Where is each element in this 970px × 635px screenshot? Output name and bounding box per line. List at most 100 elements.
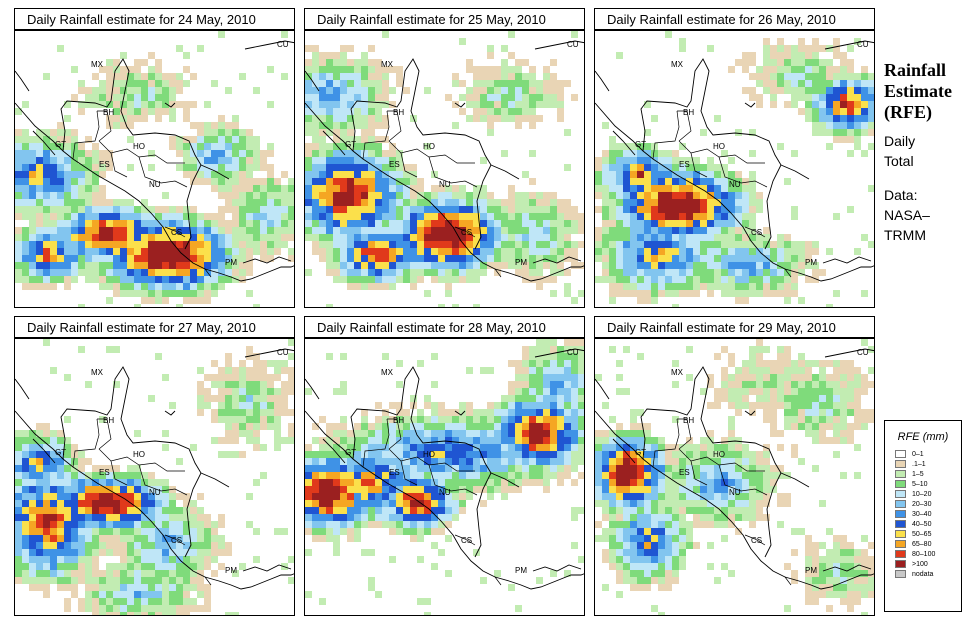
rain-cell [452, 199, 459, 206]
rain-cell [389, 269, 396, 276]
rain-cell [162, 80, 169, 87]
rain-cell [840, 360, 847, 367]
rain-cell [819, 402, 826, 409]
rain-cell [113, 584, 120, 591]
rain-cell [326, 192, 333, 199]
country-label-es: ES [99, 160, 110, 169]
rain-cell [403, 220, 410, 227]
rain-cell [431, 255, 438, 262]
rain-cell [623, 521, 630, 528]
rain-cell [679, 178, 686, 185]
rain-cell [211, 171, 218, 178]
rain-cell [508, 262, 515, 269]
rain-cell [854, 80, 861, 87]
rain-cell [686, 500, 693, 507]
rain-cell [826, 360, 833, 367]
rain-cell [176, 234, 183, 241]
rain-cell [550, 367, 557, 374]
rain-cell [777, 402, 784, 409]
rain-cell [571, 353, 578, 360]
rain-cell [99, 479, 106, 486]
rain-cell [148, 66, 155, 73]
rain-cell [127, 227, 134, 234]
rain-cell [410, 444, 417, 451]
rain-cell [480, 241, 487, 248]
rain-cell [29, 486, 36, 493]
rain-cell [197, 577, 204, 584]
rain-cell [288, 178, 294, 185]
rain-cell [833, 395, 840, 402]
rain-cell [190, 248, 197, 255]
rain-cell [239, 388, 246, 395]
rain-cell [543, 360, 550, 367]
rain-cell [686, 521, 693, 528]
rain-cell [183, 591, 190, 598]
rain-cell [176, 563, 183, 570]
rain-cell [550, 360, 557, 367]
rain-cell [721, 213, 728, 220]
rain-cell [529, 178, 536, 185]
rain-cell [232, 129, 239, 136]
rain-cell [672, 206, 679, 213]
rain-cell [417, 262, 424, 269]
rain-cell [29, 248, 36, 255]
rain-cell [113, 514, 120, 521]
rain-cell [595, 206, 602, 213]
rain-cell [777, 472, 784, 479]
rain-cell [431, 465, 438, 472]
rain-cell [15, 549, 22, 556]
rain-cell [57, 542, 64, 549]
rain-cell [438, 269, 445, 276]
rain-cell [57, 479, 64, 486]
rain-cell [700, 479, 707, 486]
rain-cell [777, 353, 784, 360]
rain-cell [508, 108, 515, 115]
rain-cell [85, 220, 92, 227]
rain-cell [658, 276, 665, 283]
rain-cell [508, 423, 515, 430]
rain-cell [679, 45, 686, 52]
rain-cell [833, 381, 840, 388]
rain-cell [735, 514, 742, 521]
rain-cell [361, 220, 368, 227]
rain-cell [260, 381, 267, 388]
rain-cell [721, 521, 728, 528]
rain-cell [141, 283, 148, 290]
rain-cell [536, 388, 543, 395]
rain-cell [508, 227, 515, 234]
rain-cell [637, 507, 644, 514]
rain-cell [501, 115, 508, 122]
rain-cell [141, 570, 148, 577]
rain-cell [239, 73, 246, 80]
rain-cell [679, 479, 686, 486]
country-border [428, 156, 478, 188]
rain-cell [211, 227, 218, 234]
rain-cell [78, 199, 85, 206]
rain-cell [361, 437, 368, 444]
rain-cell [609, 346, 616, 353]
rain-cell [319, 171, 326, 178]
rain-cell [672, 262, 679, 269]
rain-cell [637, 192, 644, 199]
rain-cell [721, 563, 728, 570]
rain-cell [557, 234, 564, 241]
rain-cell [389, 87, 396, 94]
rain-cell [162, 430, 169, 437]
rain-cell [840, 129, 847, 136]
rain-cell [347, 108, 354, 115]
rain-cell [651, 206, 658, 213]
rain-cell [609, 213, 616, 220]
rain-cell [550, 290, 557, 297]
rain-cell [260, 423, 267, 430]
rain-cell [403, 206, 410, 213]
rain-cell [333, 423, 340, 430]
rain-cell [410, 465, 417, 472]
rain-cell [382, 73, 389, 80]
rain-cell [225, 542, 232, 549]
rain-cell [847, 73, 854, 80]
rain-cell [536, 346, 543, 353]
rain-cell [756, 192, 763, 199]
rain-cell [630, 199, 637, 206]
rain-cell [29, 437, 36, 444]
rain-cell [749, 479, 756, 486]
